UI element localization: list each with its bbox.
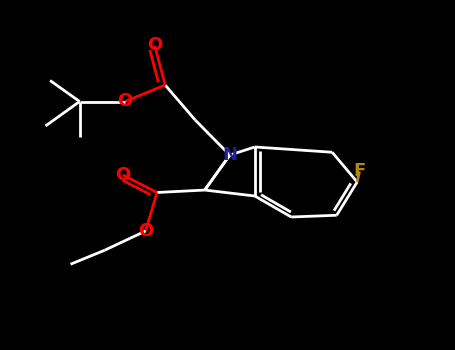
Text: O: O [115,166,131,184]
Text: O: O [147,36,162,55]
Text: F: F [354,162,365,181]
Text: N: N [222,146,237,164]
Text: O: O [138,222,153,240]
Text: O: O [117,92,133,111]
